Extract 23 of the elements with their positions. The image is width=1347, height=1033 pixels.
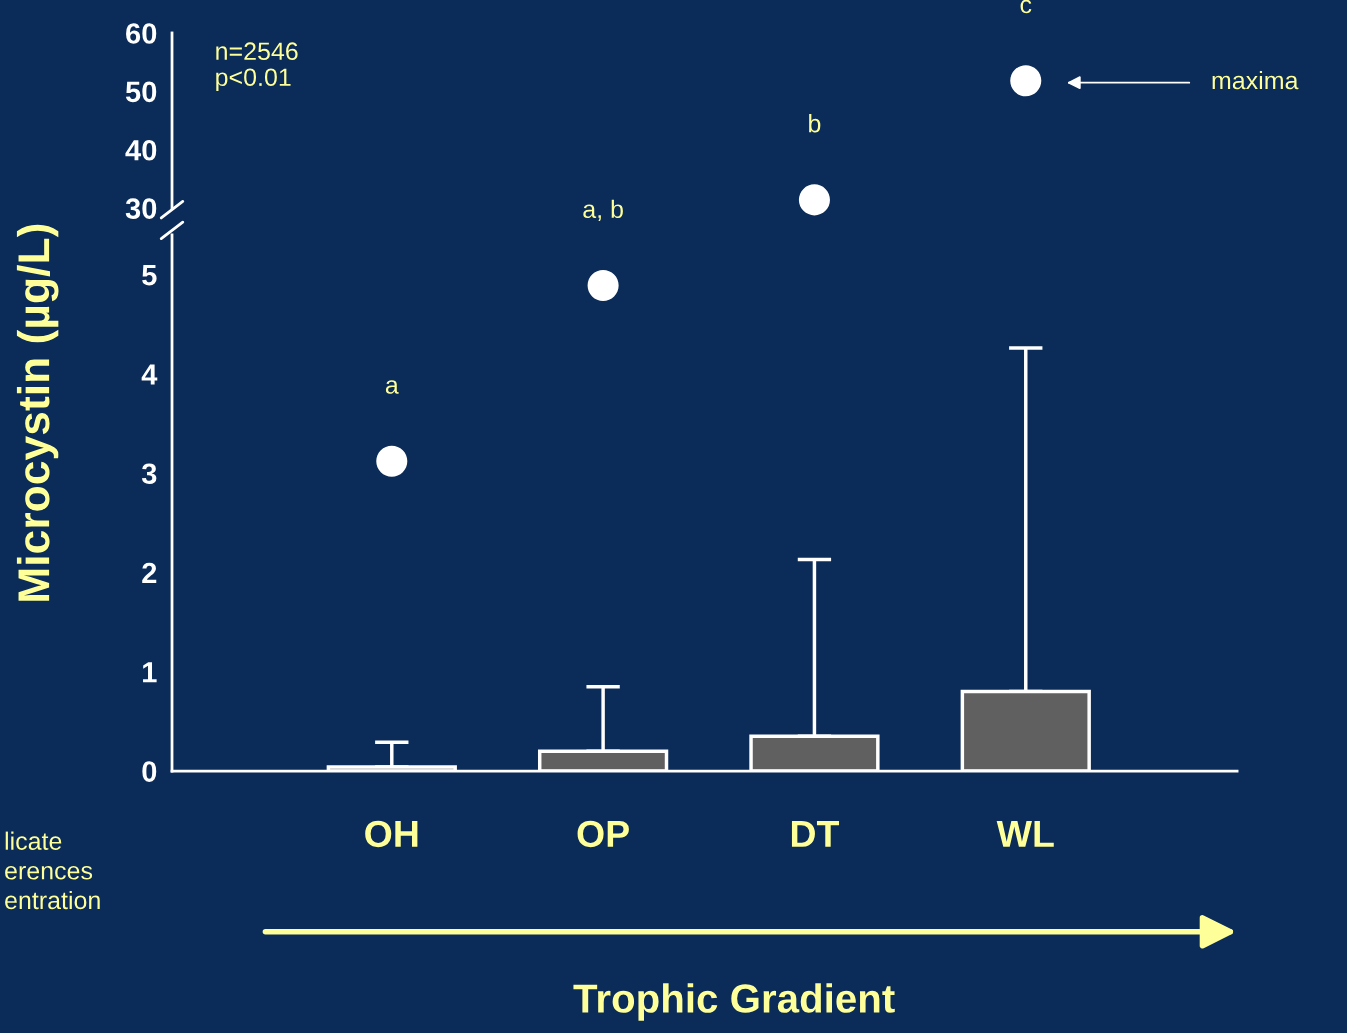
x-tick-label: WL: [996, 821, 1054, 847]
text: maxima: [1212, 70, 1299, 90]
y-tick-label: 4: [141, 364, 158, 385]
y-axis-title: Microcystin (µg/L): [16, 224, 59, 601]
x-axis-title: Trophic Gradient: [573, 983, 895, 1021]
annotation: a, b: [583, 199, 623, 222]
x-tick-label: DT: [791, 821, 840, 847]
y-tick-label: 60: [126, 23, 157, 44]
annotation: c: [1020, 0, 1032, 14]
y-tick-label: 0: [142, 761, 157, 782]
y-tick-label: 2: [142, 562, 157, 584]
y-tick-label: 5: [142, 265, 157, 286]
y-tick-label: 40: [125, 139, 157, 161]
annotation: n=2546 p<0.01: [216, 42, 298, 92]
x-tick-label: OP: [577, 820, 629, 848]
annotation: b: [809, 114, 821, 133]
y-tick-label: 30: [125, 198, 157, 219]
annotation: a: [385, 380, 399, 394]
y-tick-label: 50: [125, 81, 157, 103]
y-tick-label: 1: [143, 662, 157, 683]
text: licate erences entration: [5, 831, 100, 910]
y-tick-label: 3: [141, 463, 157, 485]
x-tick-label: OH: [365, 820, 418, 848]
